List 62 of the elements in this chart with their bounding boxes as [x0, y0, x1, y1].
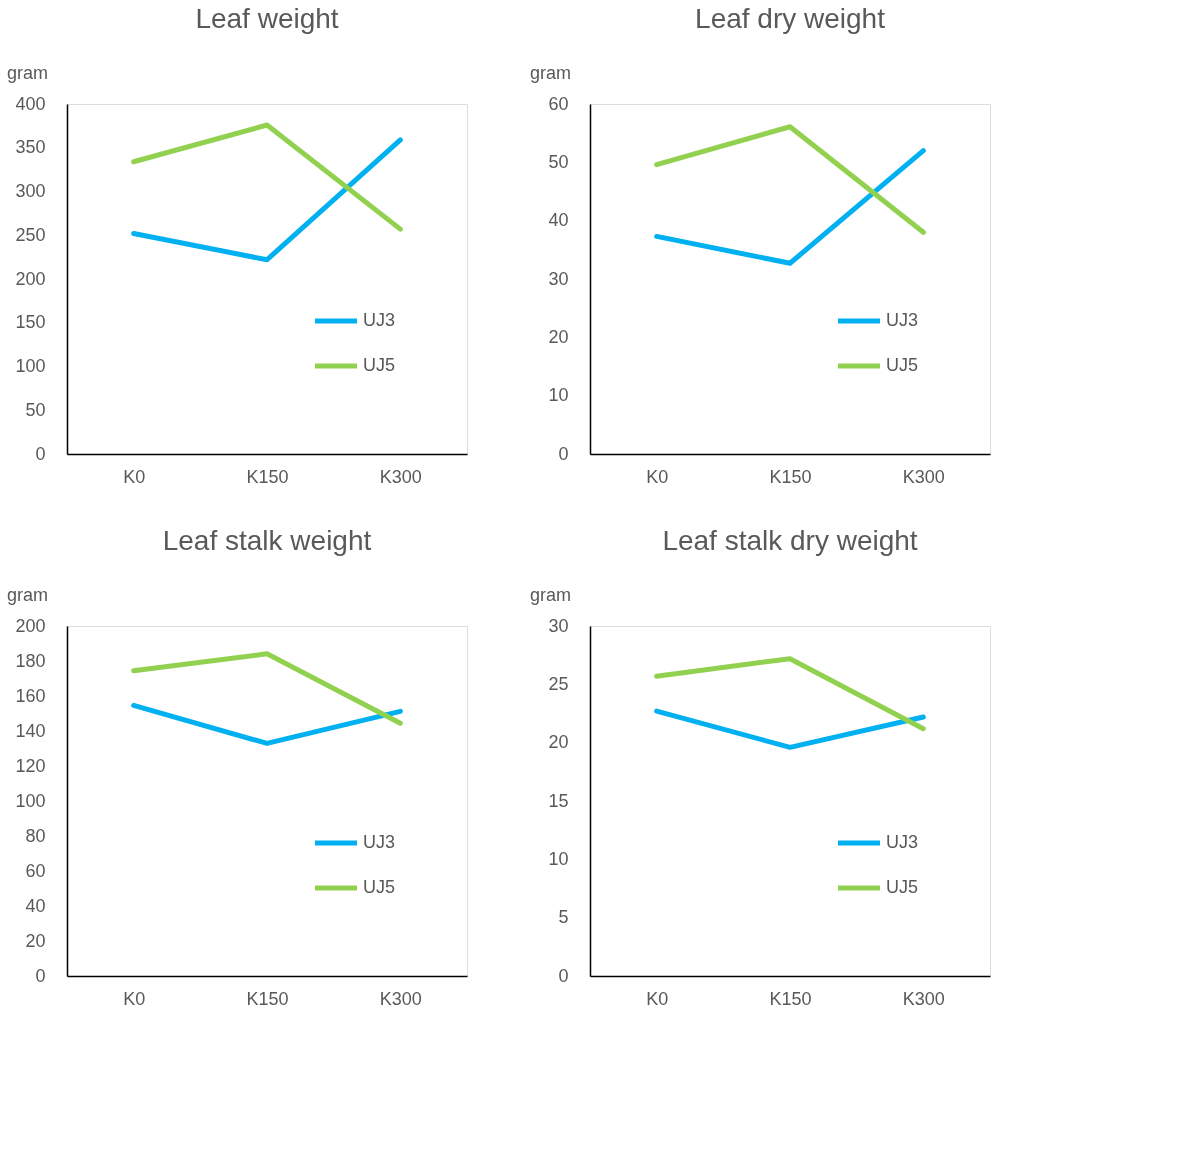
y-tick-label: 50 [548, 151, 569, 172]
y-tick-label: 10 [548, 848, 569, 869]
y-tick-label: 150 [15, 312, 46, 333]
legend-label: UJ5 [363, 355, 396, 375]
y-axis-title: gram [6, 62, 49, 83]
y-tick-label: 20 [548, 732, 569, 753]
y-tick-label: 140 [15, 720, 46, 741]
y-tick-label: 160 [15, 685, 46, 706]
legend-label: UJ3 [886, 310, 919, 330]
y-tick-label: 100 [15, 790, 46, 811]
x-tick-label: K150 [246, 466, 289, 487]
legend-label: UJ3 [363, 832, 396, 852]
x-tick-label: K300 [902, 988, 945, 1009]
y-tick-label: 40 [548, 210, 569, 231]
legend-label: UJ3 [363, 310, 396, 330]
chart-title: Leaf stalk dry weight [662, 525, 918, 556]
y-axis-title: gram [6, 584, 49, 605]
x-tick-label: K0 [646, 466, 669, 487]
y-tick-label: 25 [548, 673, 569, 694]
y-tick-label: 400 [15, 93, 46, 114]
x-tick-label: K150 [769, 466, 812, 487]
x-tick-label: K150 [246, 988, 289, 1009]
legend-label: UJ5 [886, 877, 919, 897]
x-tick-label: K300 [379, 466, 422, 487]
y-tick-label: 0 [35, 965, 46, 986]
y-tick-label: 180 [15, 650, 46, 671]
y-tick-label: 20 [548, 326, 569, 347]
y-tick-label: 80 [25, 825, 46, 846]
y-tick-label: 60 [548, 93, 569, 114]
y-tick-label: 20 [25, 930, 46, 951]
y-tick-label: 0 [558, 443, 569, 464]
y-tick-label: 0 [558, 965, 569, 986]
x-tick-label: K300 [902, 466, 945, 487]
legend-label: UJ3 [886, 832, 919, 852]
y-tick-label: 5 [558, 907, 569, 928]
y-tick-label: 350 [15, 137, 46, 158]
legend-label: UJ5 [886, 355, 919, 375]
y-tick-label: 60 [25, 860, 46, 881]
y-tick-label: 250 [15, 224, 46, 245]
y-tick-label: 300 [15, 181, 46, 201]
y-tick-label: 120 [15, 755, 46, 776]
y-tick-label: 200 [15, 268, 46, 289]
x-tick-label: K300 [379, 988, 422, 1009]
x-tick-label: K0 [123, 988, 146, 1009]
legend-label: UJ5 [363, 877, 396, 897]
y-axis-title: gram [529, 584, 572, 605]
y-tick-label: 30 [548, 268, 569, 289]
chart-title: Leaf stalk weight [162, 525, 372, 556]
y-tick-label: 30 [548, 615, 569, 636]
x-tick-label: K150 [769, 988, 812, 1009]
chart-title: Leaf dry weight [695, 3, 886, 34]
y-tick-label: 200 [15, 615, 46, 636]
x-tick-label: K0 [123, 466, 146, 487]
y-tick-label: 40 [25, 895, 46, 916]
y-tick-label: 50 [25, 399, 46, 420]
y-tick-label: 100 [15, 356, 46, 376]
y-tick-label: 15 [548, 790, 569, 811]
x-tick-label: K0 [646, 988, 669, 1009]
y-axis-title: gram [529, 62, 572, 83]
y-tick-label: 0 [35, 443, 46, 464]
y-tick-label: 10 [548, 385, 569, 406]
chart-title: Leaf weight [195, 3, 339, 34]
